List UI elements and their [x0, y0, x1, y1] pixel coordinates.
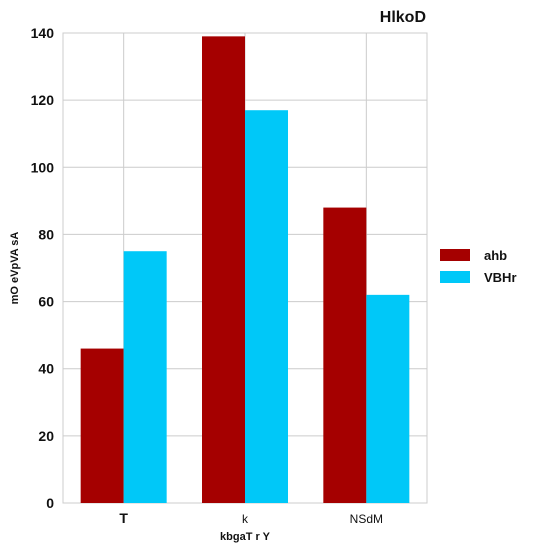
legend-label-ahb: ahb	[484, 248, 507, 263]
x-tick-label: NSdM	[350, 512, 383, 526]
y-tick-label: 140	[31, 25, 55, 41]
y-axis-ticks: 0 20 40 60 80 100 120 140	[31, 25, 55, 511]
x-tick-label: T	[119, 510, 128, 526]
legend-label-vbhr: VBHr	[484, 270, 517, 285]
y-tick-label: 40	[38, 361, 54, 377]
chart-title: HlkoD	[380, 9, 426, 26]
bar-ahb-0	[81, 349, 124, 503]
bars	[81, 36, 410, 503]
y-axis-label: mO eVpVA sA	[9, 232, 21, 305]
y-tick-label: 0	[46, 495, 54, 511]
legend-swatch-vbhr	[440, 271, 470, 283]
bar-ahb-1	[202, 36, 245, 503]
bar-vbhr-2	[366, 295, 409, 503]
legend: ahb VBHr	[440, 248, 517, 285]
y-tick-label: 20	[38, 428, 54, 444]
bar-vbhr-0	[124, 251, 167, 503]
bar-vbhr-1	[245, 110, 288, 503]
x-axis-label: kbgaT r Y	[220, 531, 271, 543]
bar-ahb-2	[323, 208, 366, 503]
y-tick-label: 80	[38, 226, 54, 242]
y-tick-label: 60	[38, 294, 54, 310]
x-tick-label: k	[242, 512, 249, 526]
y-tick-label: 120	[31, 92, 55, 108]
y-tick-label: 100	[31, 159, 55, 175]
legend-swatch-ahb	[440, 249, 470, 261]
